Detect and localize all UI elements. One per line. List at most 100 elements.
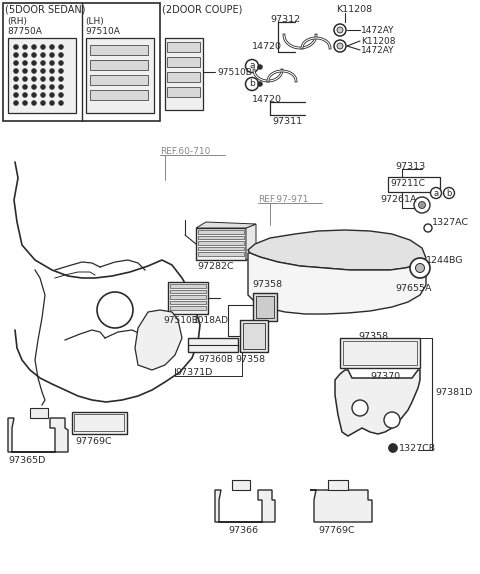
- Circle shape: [337, 27, 343, 33]
- Circle shape: [59, 76, 63, 82]
- Text: (LH): (LH): [85, 17, 104, 26]
- Circle shape: [23, 52, 27, 57]
- Circle shape: [49, 100, 55, 106]
- Polygon shape: [196, 222, 256, 228]
- Circle shape: [32, 84, 36, 90]
- Circle shape: [13, 52, 19, 57]
- Circle shape: [23, 76, 27, 82]
- Circle shape: [49, 60, 55, 65]
- Circle shape: [245, 77, 259, 91]
- Text: 1018AD: 1018AD: [193, 316, 229, 325]
- Text: 97360B: 97360B: [198, 355, 233, 364]
- Text: REF.97-971: REF.97-971: [258, 195, 308, 204]
- Text: 97371D: 97371D: [175, 368, 212, 377]
- Bar: [167, 57, 200, 67]
- Bar: [167, 72, 200, 82]
- Circle shape: [40, 84, 46, 90]
- Circle shape: [431, 188, 442, 199]
- Bar: [343, 341, 417, 365]
- Circle shape: [32, 92, 36, 98]
- Bar: [168, 282, 208, 314]
- Circle shape: [32, 45, 36, 49]
- Circle shape: [257, 64, 263, 69]
- Circle shape: [13, 84, 19, 90]
- Circle shape: [424, 224, 432, 232]
- Circle shape: [40, 60, 46, 65]
- Text: 97365D: 97365D: [8, 456, 46, 465]
- Bar: [253, 293, 277, 321]
- Polygon shape: [215, 490, 275, 522]
- Bar: [188, 338, 238, 352]
- Text: 97381D: 97381D: [435, 388, 472, 397]
- Bar: [388, 177, 440, 192]
- Text: b: b: [446, 188, 452, 197]
- Circle shape: [59, 60, 63, 65]
- Bar: [90, 60, 148, 70]
- Text: 1244BG: 1244BG: [426, 256, 464, 265]
- Text: 97282C: 97282C: [197, 262, 234, 271]
- Circle shape: [23, 45, 27, 49]
- Circle shape: [410, 258, 430, 278]
- Circle shape: [59, 52, 63, 57]
- Text: (RH): (RH): [7, 17, 27, 26]
- Circle shape: [388, 444, 397, 452]
- Bar: [170, 284, 206, 288]
- Circle shape: [97, 292, 133, 328]
- Text: K11208: K11208: [361, 37, 396, 46]
- Circle shape: [23, 92, 27, 98]
- Circle shape: [23, 60, 27, 65]
- Bar: [170, 289, 206, 293]
- Circle shape: [337, 43, 343, 49]
- Text: K11208: K11208: [336, 5, 372, 14]
- Circle shape: [384, 412, 400, 428]
- Polygon shape: [335, 370, 420, 436]
- Bar: [198, 235, 244, 239]
- Circle shape: [414, 197, 430, 213]
- Text: a: a: [249, 61, 255, 71]
- Bar: [243, 323, 265, 349]
- Circle shape: [59, 100, 63, 106]
- Polygon shape: [232, 480, 250, 490]
- Circle shape: [416, 263, 424, 273]
- Text: 97769C: 97769C: [318, 526, 355, 535]
- Bar: [90, 90, 148, 100]
- Bar: [8, 38, 76, 113]
- Polygon shape: [328, 480, 348, 490]
- Circle shape: [13, 100, 19, 106]
- Circle shape: [245, 60, 259, 72]
- Text: 14720: 14720: [252, 95, 282, 104]
- Text: b: b: [249, 80, 255, 88]
- Text: 14720: 14720: [252, 42, 282, 51]
- Text: 97358: 97358: [252, 280, 282, 289]
- Circle shape: [49, 92, 55, 98]
- Circle shape: [13, 45, 19, 49]
- Circle shape: [32, 76, 36, 82]
- Circle shape: [32, 60, 36, 65]
- Circle shape: [13, 92, 19, 98]
- Bar: [196, 228, 246, 260]
- Bar: [3, 3, 160, 121]
- Circle shape: [49, 52, 55, 57]
- Text: 97312: 97312: [270, 15, 300, 24]
- Circle shape: [23, 100, 27, 106]
- Circle shape: [49, 68, 55, 73]
- Circle shape: [59, 68, 63, 73]
- Bar: [90, 75, 148, 85]
- Circle shape: [40, 100, 46, 106]
- Circle shape: [13, 60, 19, 65]
- Bar: [198, 252, 244, 255]
- Text: a: a: [433, 188, 439, 197]
- Polygon shape: [248, 230, 426, 270]
- Circle shape: [444, 188, 455, 199]
- Circle shape: [32, 68, 36, 73]
- Polygon shape: [135, 310, 182, 370]
- Circle shape: [419, 201, 425, 208]
- Bar: [74, 414, 124, 431]
- Bar: [167, 87, 200, 97]
- Circle shape: [32, 100, 36, 106]
- Bar: [198, 230, 244, 234]
- Circle shape: [49, 84, 55, 90]
- Text: 97358: 97358: [358, 332, 388, 341]
- Circle shape: [257, 82, 263, 87]
- Text: 97261A: 97261A: [380, 195, 417, 204]
